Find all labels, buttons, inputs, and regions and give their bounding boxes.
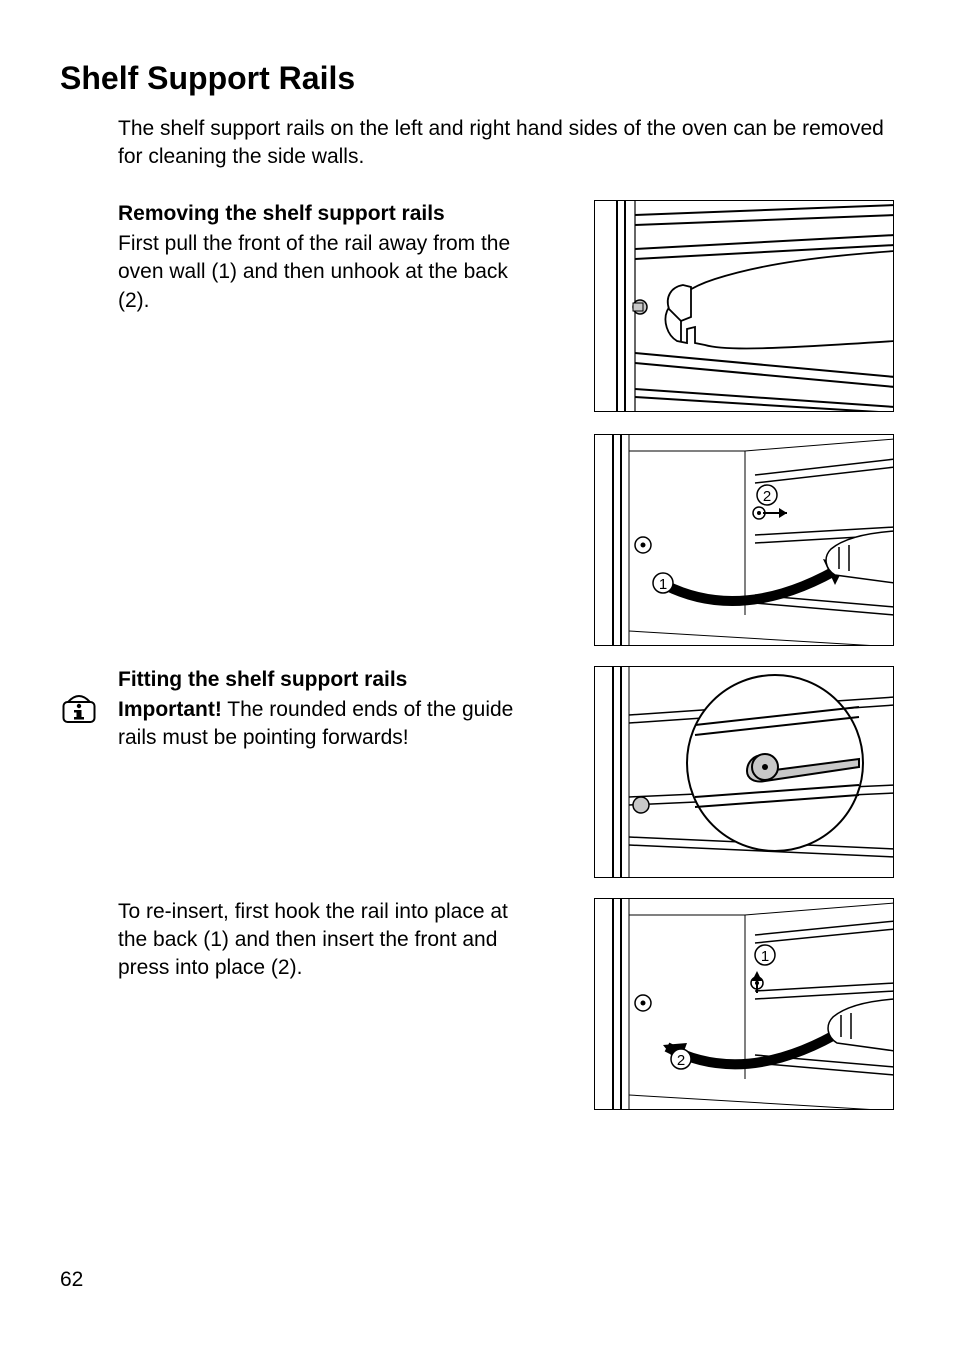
section-fitting: Fitting the shelf support rails Importan… — [118, 666, 894, 878]
section-removing: Removing the shelf support rails First p… — [118, 200, 894, 646]
fitting-heading: Fitting the shelf support rails — [118, 666, 518, 694]
page-title: Shelf Support Rails — [60, 60, 894, 97]
fitting-important: Important! The rounded ends of the guide… — [118, 696, 518, 753]
figure-reinsert-steps: 1 2 — [594, 898, 894, 1110]
svg-text:1: 1 — [659, 576, 667, 593]
intro-text: The shelf support rails on the left and … — [118, 115, 894, 172]
removing-body: First pull the front of the rail away fr… — [118, 230, 518, 315]
figure-removing-closeup — [594, 200, 894, 412]
info-icon — [62, 694, 96, 724]
figure-fitting-detail — [594, 666, 894, 878]
figure-removing-steps: 1 2 — [594, 434, 894, 646]
important-label: Important! — [118, 698, 222, 721]
removing-heading: Removing the shelf support rails — [118, 200, 518, 228]
svg-text:1: 1 — [761, 948, 769, 965]
svg-text:2: 2 — [763, 488, 771, 505]
page-number: 62 — [60, 1268, 83, 1292]
reinsert-body: To re-insert, first hook the rail into p… — [118, 898, 518, 983]
section-reinsert: To re-insert, first hook the rail into p… — [118, 898, 894, 1110]
svg-text:2: 2 — [677, 1052, 685, 1069]
